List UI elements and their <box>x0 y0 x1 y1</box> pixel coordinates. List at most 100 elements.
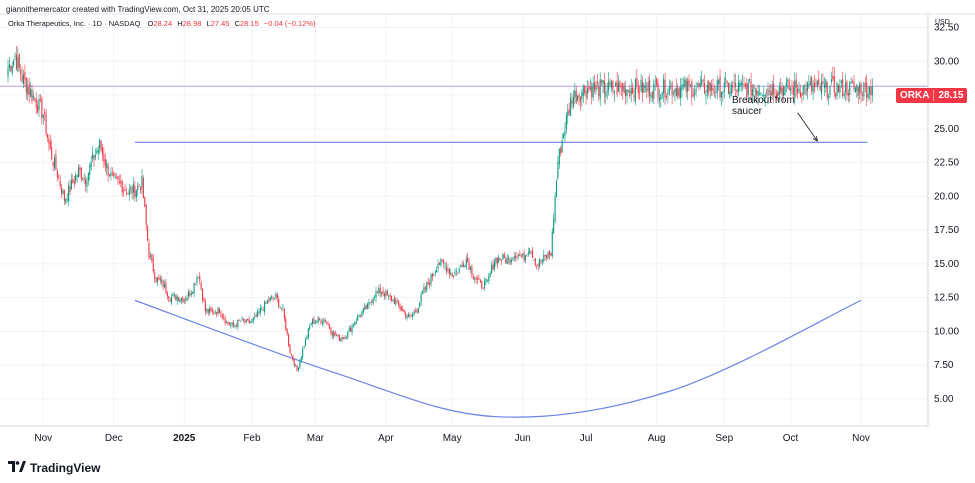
candle <box>304 337 307 347</box>
candle <box>866 74 868 106</box>
candle <box>756 87 758 104</box>
candle-body <box>554 196 556 221</box>
price-tick-label: 7.50 <box>934 360 954 371</box>
candle-body <box>706 85 708 94</box>
candle <box>725 72 727 88</box>
candle <box>544 254 546 261</box>
price-tick-label: 10.00 <box>934 326 959 337</box>
candle-body <box>354 322 356 326</box>
candle-body <box>238 320 240 321</box>
candle-body <box>7 68 9 77</box>
candle <box>868 85 871 100</box>
candle <box>495 256 497 267</box>
candle <box>792 81 794 100</box>
candle <box>434 269 436 277</box>
candle <box>369 302 371 304</box>
candle <box>602 79 604 94</box>
candle <box>70 173 72 190</box>
candle-body <box>705 94 707 96</box>
candle <box>166 290 168 300</box>
candle-body <box>830 79 832 82</box>
candle-body <box>615 82 617 87</box>
candle <box>173 293 175 299</box>
candle-body <box>818 78 820 85</box>
candle <box>500 259 503 265</box>
candle <box>585 86 587 105</box>
candle <box>275 291 277 301</box>
candle-body <box>667 93 669 95</box>
candle-body <box>248 319 250 324</box>
candle-body <box>321 322 323 324</box>
candle-body <box>861 94 864 96</box>
candle-body <box>273 298 276 300</box>
candle-body <box>790 88 792 91</box>
candle <box>589 78 591 92</box>
candle <box>498 254 500 264</box>
candle-body <box>100 140 102 151</box>
candle <box>186 294 188 302</box>
candle <box>485 277 487 286</box>
candle-body <box>577 96 579 101</box>
candle-body <box>527 252 529 255</box>
candle-body <box>407 314 409 317</box>
candle <box>365 304 367 310</box>
candle <box>517 253 519 260</box>
candle-body <box>867 93 869 99</box>
candle <box>37 99 39 114</box>
candle <box>577 94 579 102</box>
candle <box>343 337 345 340</box>
candle-body <box>345 337 347 340</box>
candle <box>829 85 831 99</box>
candle-body <box>169 299 171 302</box>
candle <box>859 81 861 100</box>
candle-body <box>688 79 690 86</box>
candle <box>775 89 777 100</box>
candle <box>458 266 460 274</box>
candle <box>433 273 435 277</box>
candle-body <box>493 261 495 270</box>
candle <box>417 307 419 314</box>
candle-body <box>187 291 190 296</box>
candle <box>242 318 245 322</box>
candle-body <box>127 193 129 195</box>
chart-attribution: giannithemercator created with TradingVi… <box>6 5 270 14</box>
candle <box>53 153 56 171</box>
candle-body <box>125 193 127 195</box>
candle-body <box>86 181 88 188</box>
candle <box>826 81 828 101</box>
candle-body <box>771 84 773 96</box>
candle-body <box>272 298 274 300</box>
candle <box>134 181 136 202</box>
candle-body <box>609 83 611 85</box>
candle <box>680 78 682 107</box>
candle <box>677 83 679 100</box>
candle-body <box>268 299 270 302</box>
candle <box>797 84 799 100</box>
candle <box>101 144 104 162</box>
candle-body <box>245 319 247 323</box>
candle-body <box>823 84 825 88</box>
candle-body <box>572 96 574 107</box>
candle-body <box>644 85 646 88</box>
candle-body <box>509 259 511 264</box>
candle <box>815 78 817 88</box>
candle <box>73 176 75 189</box>
candle <box>508 255 510 265</box>
candle <box>861 91 864 102</box>
candle-body <box>292 355 294 361</box>
tradingview-brand[interactable]: TradingView <box>8 460 100 475</box>
candle-body <box>836 82 838 96</box>
candle-body <box>302 349 304 358</box>
candle <box>809 76 811 86</box>
symbol-description[interactable]: Orka Therapeutics, Inc. · 1D · NASDAQ <box>8 19 141 28</box>
candle <box>372 296 374 306</box>
candle-body <box>474 278 476 280</box>
candle <box>420 291 422 307</box>
candle <box>323 317 325 326</box>
candle-body <box>547 252 549 259</box>
candle-body <box>553 219 555 234</box>
price-tick-label: 20.00 <box>934 191 959 202</box>
candle <box>93 154 95 167</box>
candle <box>852 79 854 84</box>
